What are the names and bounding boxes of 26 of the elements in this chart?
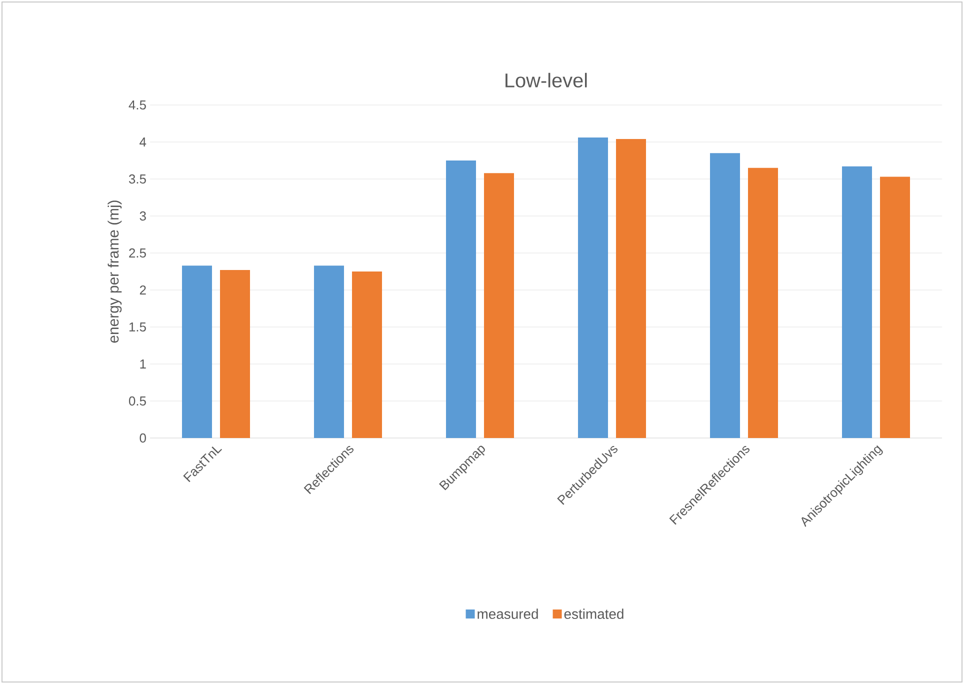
bar [842,166,872,438]
y-tick-label: 4.5 [128,100,146,110]
legend-label: measured [478,608,538,619]
bar [314,266,344,438]
bar [616,139,646,438]
y-tick-label: 0 [140,433,146,443]
y-tick-label: 1.5 [129,322,146,332]
bar [710,153,740,438]
bar [578,138,608,438]
y-tick-label: 4 [140,138,146,146]
y-tick-label: 3.5 [128,174,146,184]
y-tick-label: 2 [140,285,146,295]
y-axis-title: energy per frame (mj) [108,200,122,343]
bar [352,272,382,438]
bar [220,270,250,438]
bar [748,168,778,438]
y-tick-label: 3 [140,211,146,221]
y-tick-label: 2.5 [129,248,146,258]
bar [880,176,910,438]
chart-title: Low-level [506,72,587,88]
bar [484,173,514,438]
bar [446,160,476,438]
y-tick-label: 1 [140,360,146,368]
legend-label: estimated [564,608,624,619]
y-tick-label: 0.5 [128,396,146,406]
bar [182,266,212,438]
